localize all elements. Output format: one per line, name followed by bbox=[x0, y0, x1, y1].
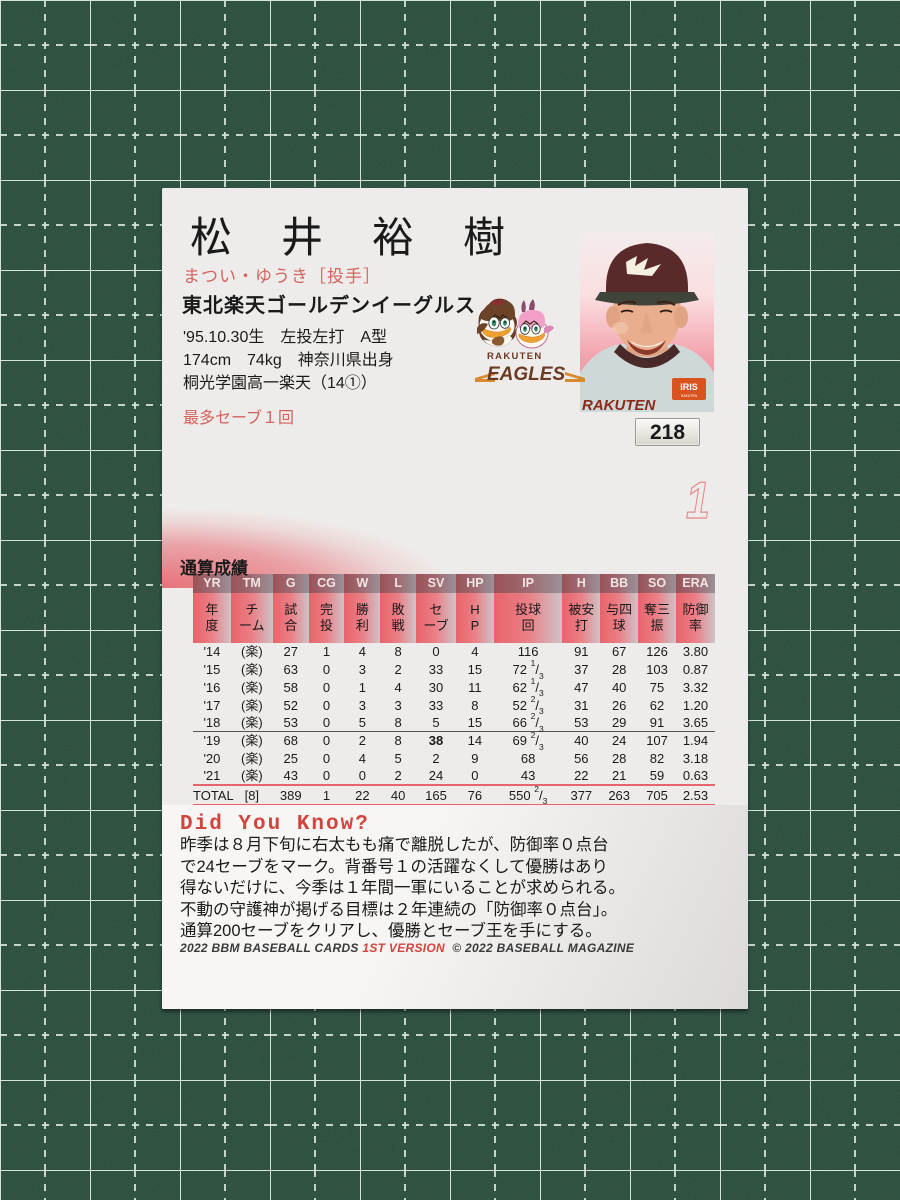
svg-text:RAKUTEN: RAKUTEN bbox=[582, 397, 656, 412]
svg-text:RAKUTEN: RAKUTEN bbox=[681, 394, 698, 398]
svg-text:IRIS: IRIS bbox=[680, 382, 698, 392]
svg-text:EAGLES: EAGLES bbox=[487, 364, 565, 383]
svg-text:RAKUTEN: RAKUTEN bbox=[487, 351, 543, 362]
